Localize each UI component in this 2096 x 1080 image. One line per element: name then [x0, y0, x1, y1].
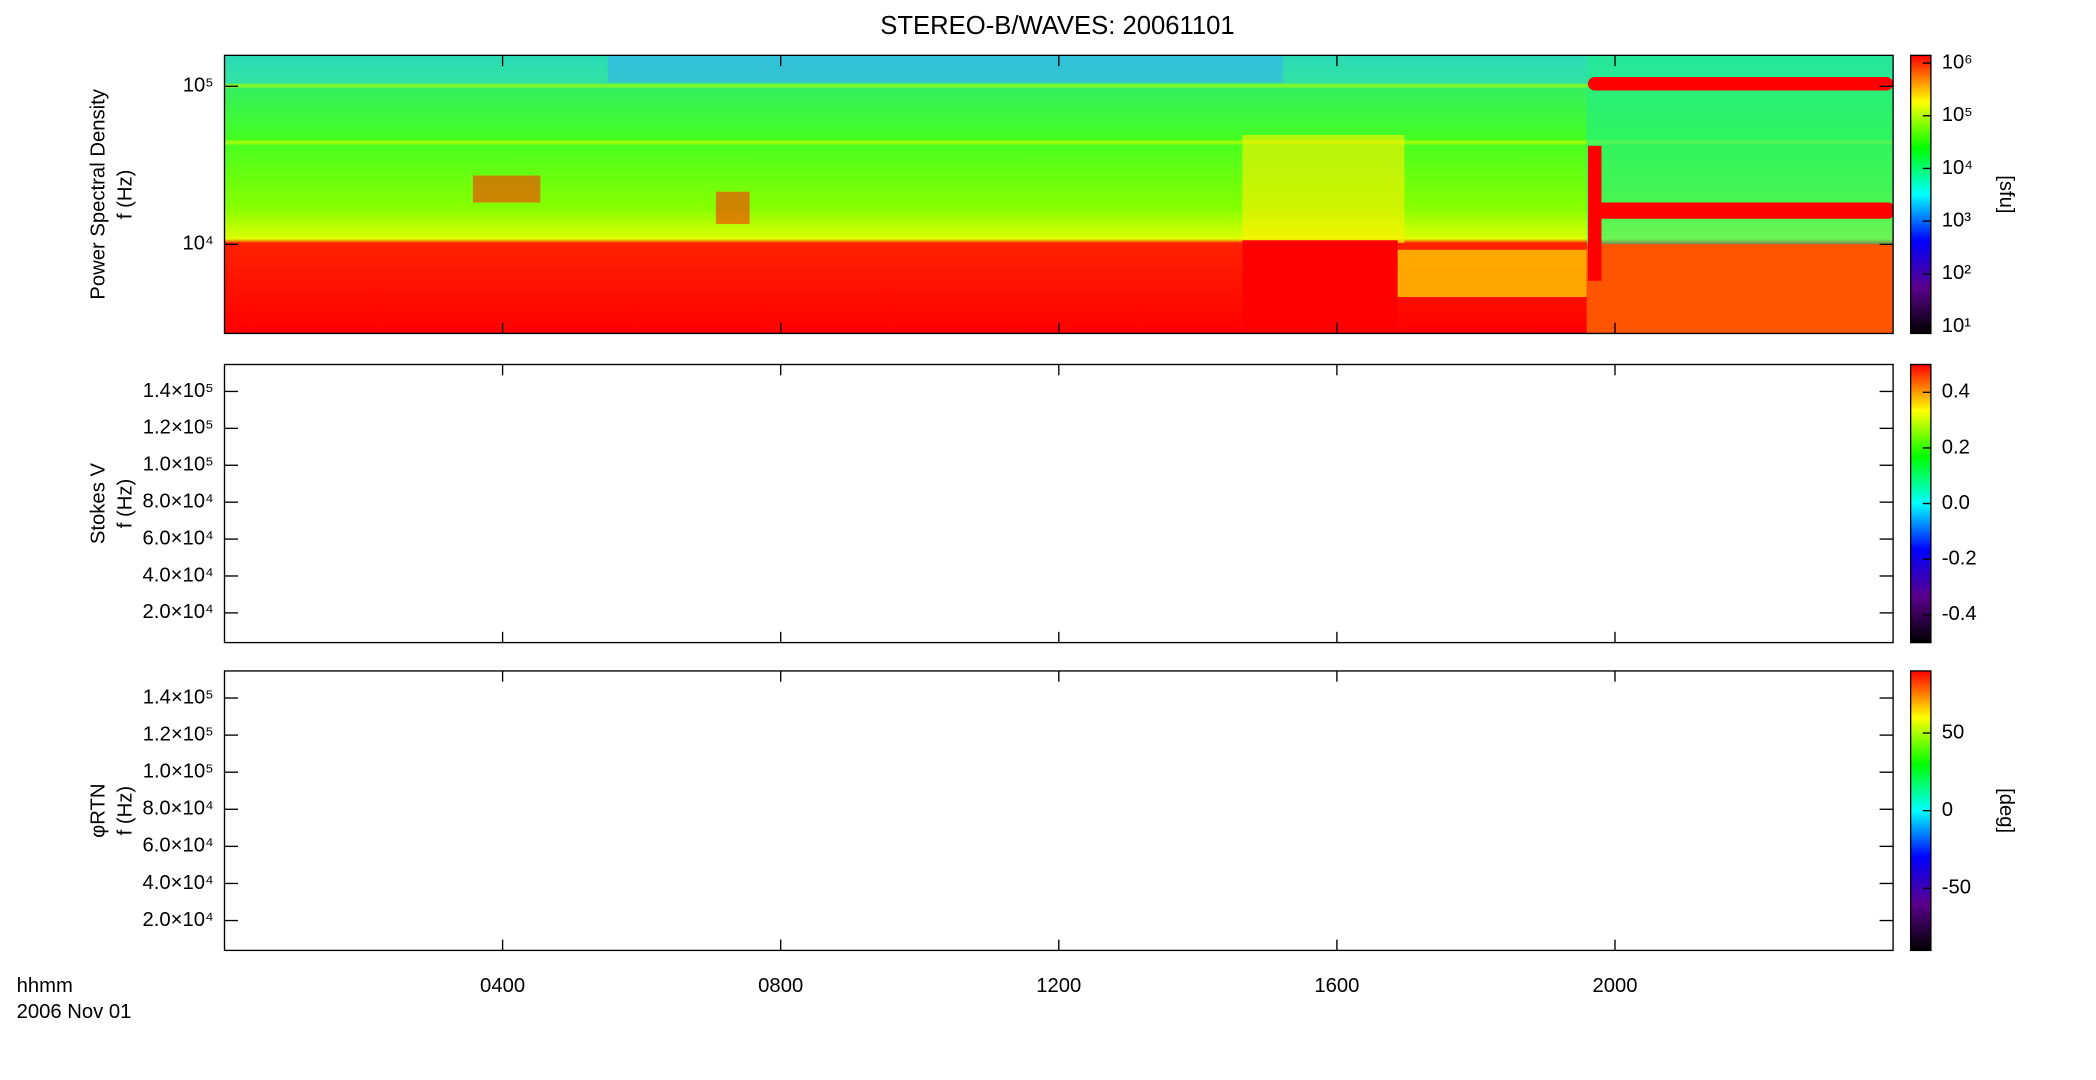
- y-tick-label: 1.4×10⁵: [143, 686, 214, 708]
- y-tick-label: 1.2×10⁵: [143, 417, 214, 439]
- colorbar-tick-label: 50: [1942, 721, 1965, 743]
- y-tick-label: 10⁴: [182, 233, 213, 255]
- y-axis-title: φRTN: [87, 783, 109, 837]
- colorbar-title: [deg]: [1995, 788, 2017, 833]
- colorbar-tick-label: 10⁴: [1942, 157, 1973, 179]
- colorbar-tick-label: -0.4: [1942, 603, 1977, 625]
- colorbar-tick-label: 10²: [1942, 262, 1972, 284]
- y-axis-title: f (Hz): [114, 479, 136, 528]
- y-tick-label: 4.0×10⁴: [142, 872, 213, 894]
- colorbar-tick-label: -50: [1942, 877, 1971, 899]
- colorbar-tick-label: 0.4: [1942, 381, 1970, 403]
- plot-frame: [223, 670, 1894, 952]
- y-axis-title: f (Hz): [114, 786, 136, 835]
- colorbar-tick-label: -0.2: [1942, 548, 1977, 570]
- y-axis-title: f (Hz): [114, 170, 136, 220]
- y-tick-label: 8.0×10⁴: [142, 491, 213, 513]
- colorbar-tick-label: 0: [1942, 799, 1953, 821]
- colorbar-tick-label: 0.0: [1942, 492, 1970, 514]
- y-tick-label: 1.4×10⁵: [143, 380, 214, 402]
- y-tick-label: 6.0×10⁴: [142, 527, 213, 549]
- colorbar-tick-label: 10⁶: [1942, 51, 1973, 73]
- y-tick-label: 8.0×10⁴: [142, 798, 213, 820]
- colorbar-tick-label: 0.2: [1942, 436, 1970, 458]
- y-tick-label: 2.0×10⁴: [142, 601, 213, 623]
- x-tick-label: 2000: [1592, 975, 1637, 997]
- plot-frame: [223, 363, 1894, 644]
- colorbar-title: [sfu]: [1995, 175, 2017, 213]
- y-tick-label: 2.0×10⁴: [142, 909, 213, 931]
- chart-title: STEREO-B/WAVES: 20061101: [880, 12, 1234, 40]
- x-tick-label: 0800: [758, 975, 803, 997]
- x-axis-date: 2006 Nov 01: [17, 1001, 132, 1023]
- x-tick-label: 0400: [480, 975, 525, 997]
- colorbar-tick-label: 10³: [1942, 209, 1972, 231]
- y-tick-label: 1.2×10⁵: [143, 723, 214, 745]
- y-tick-label: 10⁵: [183, 75, 214, 97]
- y-axis-title: Power Spectral Density: [87, 88, 109, 299]
- x-tick-label: 1200: [1036, 975, 1081, 997]
- y-tick-label: 4.0×10⁴: [142, 564, 213, 586]
- colorbar-tick-label: 10⁵: [1942, 104, 1973, 126]
- x-tick-label: 1600: [1314, 975, 1359, 997]
- y-tick-label: 1.0×10⁵: [143, 761, 214, 783]
- spectrogram-image: [224, 55, 1894, 334]
- colorbar-tick-label: 10¹: [1942, 315, 1972, 337]
- y-tick-label: 1.0×10⁵: [143, 454, 214, 476]
- y-tick-label: 6.0×10⁴: [142, 835, 213, 857]
- colorbar: [1909, 54, 1932, 335]
- x-axis-title: hhmm: [17, 975, 73, 997]
- y-axis-title: Stokes V: [87, 463, 109, 545]
